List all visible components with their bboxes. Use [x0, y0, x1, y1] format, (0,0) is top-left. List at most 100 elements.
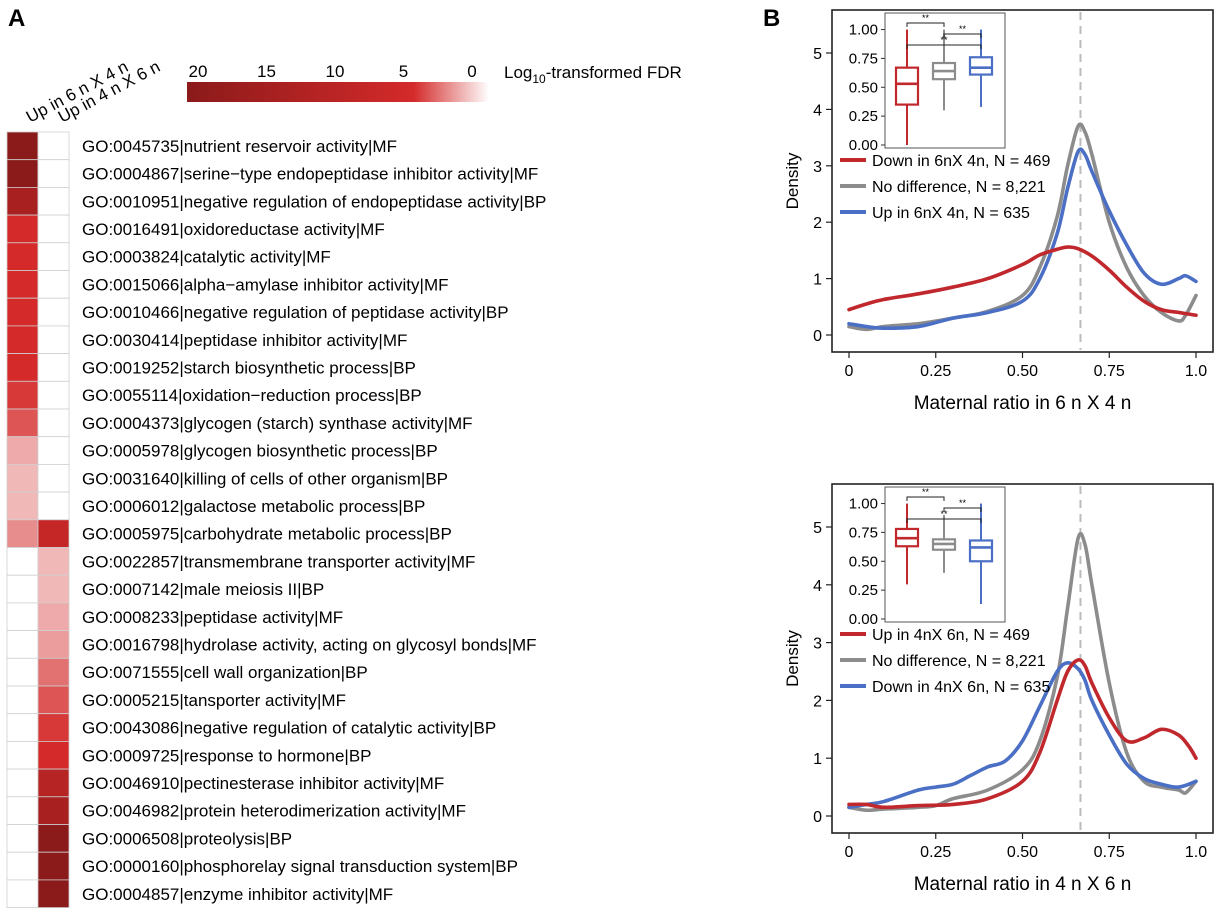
significance-bracket [906, 22, 945, 27]
y-tick-label: 2 [813, 693, 822, 710]
heatmap-row-label: GO:0045735|nutrient reservoir activity|M… [82, 137, 397, 156]
x-tick-label: 0.75 [1094, 363, 1125, 380]
density-curve [847, 657, 1198, 810]
heatmap-row-label: GO:0000160|phosphorelay signal transduct… [82, 857, 518, 876]
heatmap-row-label: GO:0015066|alpha−amylase inhibitor activ… [82, 275, 449, 294]
heatmap-cell [6, 491, 39, 521]
heatmap-cell [37, 186, 70, 216]
x-tick-label: 0 [845, 844, 854, 861]
significance-bracket [906, 518, 982, 523]
heatmap-row-label: GO:0008233|peptidase activity|MF [82, 608, 343, 627]
heatmap-row-label: GO:0007142|male meiosis II|BP [82, 580, 324, 599]
heatmap-row-label: GO:0005215|tansporter activity|MF [82, 691, 346, 710]
heatmap-cell [6, 851, 39, 881]
x-tick-label: 0.25 [920, 363, 951, 380]
density-curve [847, 147, 1198, 331]
x-tick-label: 1.0 [1185, 844, 1207, 861]
inset-y-tick-label: 1.00 [849, 22, 878, 39]
box-body [968, 539, 994, 563]
heatmap-cell [6, 186, 39, 216]
heatmap-row-label: GO:0005975|carbohydrate metabolic proces… [82, 525, 452, 544]
panel-a-label: A [8, 5, 25, 32]
heatmap-row-label: GO:0016491|oxidoreductase activity|MF [82, 220, 385, 239]
heatmap-row-label: GO:0004867|serine−type endopeptidase inh… [82, 165, 538, 184]
heatmap-cell [37, 436, 70, 465]
heatmap-cell [37, 713, 70, 742]
colorbar-tick-label: 10 [326, 62, 345, 81]
heatmap-cell [6, 159, 39, 188]
inset-y-tick-label: 0.75 [849, 524, 878, 541]
heatmap-row-label: GO:0046982|protein heterodimerization ac… [82, 802, 466, 821]
box-body [968, 56, 994, 76]
heatmap-row-label: GO:0006012|galactose metabolic process|B… [82, 497, 425, 516]
heatmap-cell [6, 574, 39, 604]
significance-bracket [943, 33, 982, 38]
colorbar [187, 82, 489, 102]
inset-y-tick-label: 0.75 [849, 50, 878, 67]
heatmap-row-label: GO:0006508|proteolysis|BP [82, 829, 292, 848]
significance-label: ** [922, 487, 930, 497]
inset-y-tick-label: 0.25 [849, 108, 878, 125]
heatmap-row-label: GO:0019252|starch biosynthetic process|B… [82, 358, 416, 377]
heatmap-cell [37, 297, 70, 327]
heatmap-row-label: GO:0031640|killing of cells of other org… [82, 469, 448, 488]
y-tick-label: 3 [813, 636, 822, 653]
heatmap-cell [37, 741, 70, 770]
heatmap-cell [37, 657, 70, 687]
significance-label: ** [922, 13, 930, 23]
heatmap-cell [37, 630, 70, 659]
x-axis-label: Maternal ratio in 6 n X 4 n [914, 393, 1132, 414]
y-tick-label: 5 [813, 520, 822, 537]
heatmap-cell [6, 796, 39, 825]
significance-label: ** [940, 509, 948, 519]
legend-label: Up in 4nX 6n, N = 469 [872, 627, 1030, 644]
significance-label: ** [959, 24, 967, 34]
density-curve [847, 245, 1198, 318]
heatmap-cell [6, 463, 39, 493]
x-tick-label: 0 [845, 363, 854, 380]
y-tick-label: 0 [813, 328, 822, 345]
heatmap-cell [6, 131, 39, 161]
x-tick-label: 0.25 [920, 844, 951, 861]
y-axis-label: Density [783, 630, 802, 687]
heatmap-cell [6, 297, 39, 327]
heatmap-cell [6, 408, 39, 438]
heatmap-row-label: GO:0005978|glycogen biosynthetic process… [82, 442, 438, 461]
legend-label: Up in 6nX 4n, N = 635 [872, 205, 1030, 222]
heatmap-cell [6, 685, 39, 715]
y-tick-label: 5 [813, 46, 822, 63]
heatmap-cell [37, 602, 70, 632]
heatmap-cell [6, 824, 39, 853]
heatmap-cell [37, 519, 70, 548]
heatmap-cell [37, 159, 70, 188]
significance-label: ** [940, 35, 948, 45]
heatmap-cell [6, 741, 39, 770]
heatmap-row-label: GO:0004857|enzyme inhibitor activity|MF [82, 885, 393, 904]
heatmap-row-label: GO:0009725|response to hormone|BP [82, 746, 372, 765]
heatmap-cell [6, 519, 39, 548]
x-tick-label: 0.75 [1094, 844, 1125, 861]
x-tick-label: 1.0 [1185, 363, 1207, 380]
heatmap-cell [37, 547, 70, 576]
heatmap-row-label: GO:0016798|hydrolase activity, acting on… [82, 635, 537, 654]
legend-label: No difference, N = 8,221 [872, 179, 1046, 196]
significance-bracket [906, 44, 982, 49]
heatmap-cell [37, 768, 70, 798]
heatmap-cell [37, 796, 70, 825]
colorbar-tick-label: 20 [189, 62, 208, 81]
heatmap-cell [37, 353, 70, 382]
heatmap-cell [6, 380, 39, 410]
heatmap-cell [37, 574, 70, 604]
colorbar-tick-label: 0 [467, 62, 476, 81]
density-curve [847, 661, 1198, 810]
y-tick-label: 4 [813, 578, 822, 595]
heatmap-cell [37, 214, 70, 244]
heatmap-cell [6, 242, 39, 271]
heatmap-cell [37, 824, 70, 853]
heatmap-cell [37, 879, 70, 909]
heatmap-row-label: GO:0030414|peptidase inhibitor activity|… [82, 331, 407, 350]
heatmap-cell [37, 325, 70, 354]
significance-bracket [943, 507, 982, 512]
legend-label: No difference, N = 8,221 [872, 653, 1046, 670]
